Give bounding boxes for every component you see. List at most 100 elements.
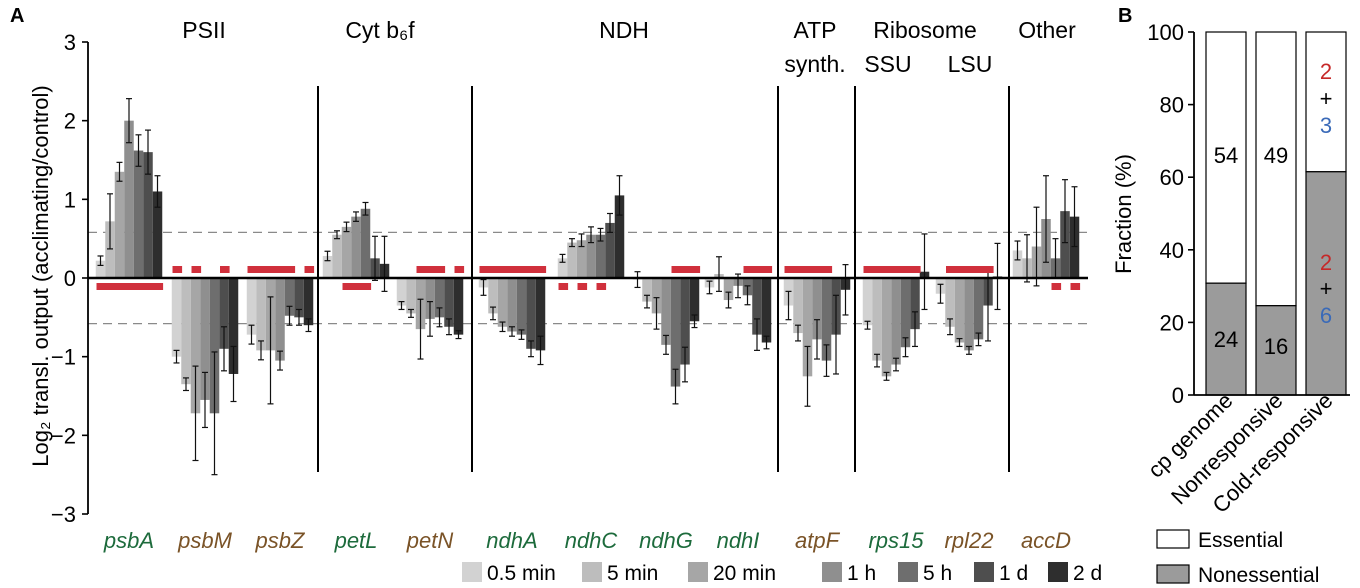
- bar: [595, 234, 606, 278]
- gene-label: psbM: [177, 528, 232, 553]
- significance-marker: [352, 283, 362, 290]
- group-label: ATP: [793, 17, 836, 43]
- bar: [689, 278, 700, 322]
- gene-label: atpF: [795, 528, 841, 553]
- panel-a-letter: A: [10, 5, 24, 27]
- bar: [275, 278, 285, 361]
- bar: [322, 255, 333, 278]
- group-label: Ribosome: [873, 17, 977, 43]
- bar: [954, 278, 965, 343]
- y-tick-label: 1: [64, 187, 76, 212]
- significance-marker: [974, 266, 985, 273]
- significance-marker: [965, 266, 975, 273]
- legend-swatch: [898, 562, 918, 582]
- significance-marker: [426, 266, 436, 273]
- bar: [507, 278, 517, 332]
- stacked-bar-essential: [1255, 31, 1297, 307]
- gene-label: ndhC: [565, 528, 618, 553]
- significance-marker: [681, 266, 691, 273]
- panel-b-y-axis-title: Fraction (%): [1111, 154, 1136, 274]
- bar: [661, 278, 671, 345]
- panel-b-legend: Essential Nonessential: [1156, 529, 1319, 587]
- gene-label: accD: [1021, 528, 1071, 553]
- bar: [973, 278, 984, 340]
- panel-a-y-ticks: 3 2 1 0 −1 −2 −3: [51, 30, 88, 527]
- legend-label: Nonessential: [1198, 564, 1319, 587]
- count-label: 49: [1264, 143, 1288, 168]
- bar: [651, 278, 662, 314]
- significance-marker: [517, 266, 528, 273]
- significance-marker: [955, 266, 966, 273]
- significance-marker: [882, 266, 893, 273]
- bar: [406, 278, 416, 314]
- bar: [488, 278, 498, 314]
- count-label: 16: [1264, 334, 1288, 359]
- stacked-bar-nonessential: [1205, 282, 1247, 396]
- stacked-bar-essential: [1205, 31, 1247, 284]
- significance-marker: [873, 266, 883, 273]
- significance-marker: [416, 266, 427, 273]
- significance-marker: [285, 266, 296, 273]
- bar: [294, 278, 304, 318]
- bar: [872, 278, 882, 361]
- legend-swatch: [582, 562, 602, 582]
- gene-label: petN: [406, 528, 454, 553]
- bar: [209, 278, 220, 414]
- stacked-bar-essential: [1305, 31, 1347, 173]
- bar: [341, 226, 352, 278]
- bar: [964, 278, 974, 351]
- count-label: 24: [1214, 327, 1238, 352]
- legend-label: Essential: [1198, 529, 1283, 552]
- bar: [360, 208, 371, 278]
- group-label: NDH: [599, 17, 649, 43]
- bar: [793, 278, 803, 334]
- y-tick-label: 3: [64, 30, 76, 55]
- panel-b-letter: B: [1118, 5, 1132, 27]
- y-tick-label: −2: [51, 423, 76, 448]
- stacked-bar-nonessential: [1305, 171, 1347, 396]
- significance-marker: [901, 266, 912, 273]
- significance-marker: [115, 283, 126, 290]
- bar: [862, 278, 873, 326]
- significance-marker: [257, 266, 267, 273]
- count-label: 3: [1320, 113, 1332, 138]
- count-label: 54: [1214, 143, 1238, 168]
- legend-swatch-nonessential: [1156, 564, 1190, 584]
- bar: [332, 234, 342, 278]
- bar: [1069, 216, 1080, 278]
- legend-swatch: [822, 562, 842, 582]
- bar: [143, 152, 153, 278]
- significance-marker: [454, 266, 465, 273]
- gene-label: ndhA: [486, 528, 537, 553]
- bar: [434, 278, 445, 318]
- bar: [516, 278, 527, 335]
- significance-marker: [489, 266, 499, 273]
- bar: [761, 278, 772, 343]
- bar: [453, 278, 464, 335]
- significance-marker: [276, 266, 286, 273]
- significance-marker: [153, 283, 164, 290]
- y-tick-label: −1: [51, 345, 76, 370]
- significance-marker: [1070, 283, 1081, 290]
- significance-marker: [690, 266, 701, 273]
- bar: [910, 278, 920, 330]
- significance-marker: [527, 266, 537, 273]
- significance-marker: [577, 283, 588, 290]
- count-label: 2: [1320, 59, 1332, 84]
- significance-marker: [508, 266, 518, 273]
- bar: [945, 278, 955, 327]
- bar: [190, 278, 201, 414]
- legend-swatch: [688, 562, 708, 582]
- significance-marker: [1051, 283, 1062, 290]
- legend-swatch: [462, 562, 482, 582]
- bar: [642, 278, 652, 302]
- y-tick-label: 60: [1160, 165, 1184, 190]
- bar: [228, 278, 239, 374]
- gene-label: psbA: [103, 528, 154, 553]
- panel-a-gene-labels: psbA psbM psbZ petL petN ndhA ndhC ndhG ndhI atpF…: [103, 528, 1071, 553]
- significance-marker: [144, 283, 154, 290]
- bar: [114, 171, 125, 278]
- legend-swatch-essential: [1156, 529, 1190, 549]
- significance-marker: [911, 266, 921, 273]
